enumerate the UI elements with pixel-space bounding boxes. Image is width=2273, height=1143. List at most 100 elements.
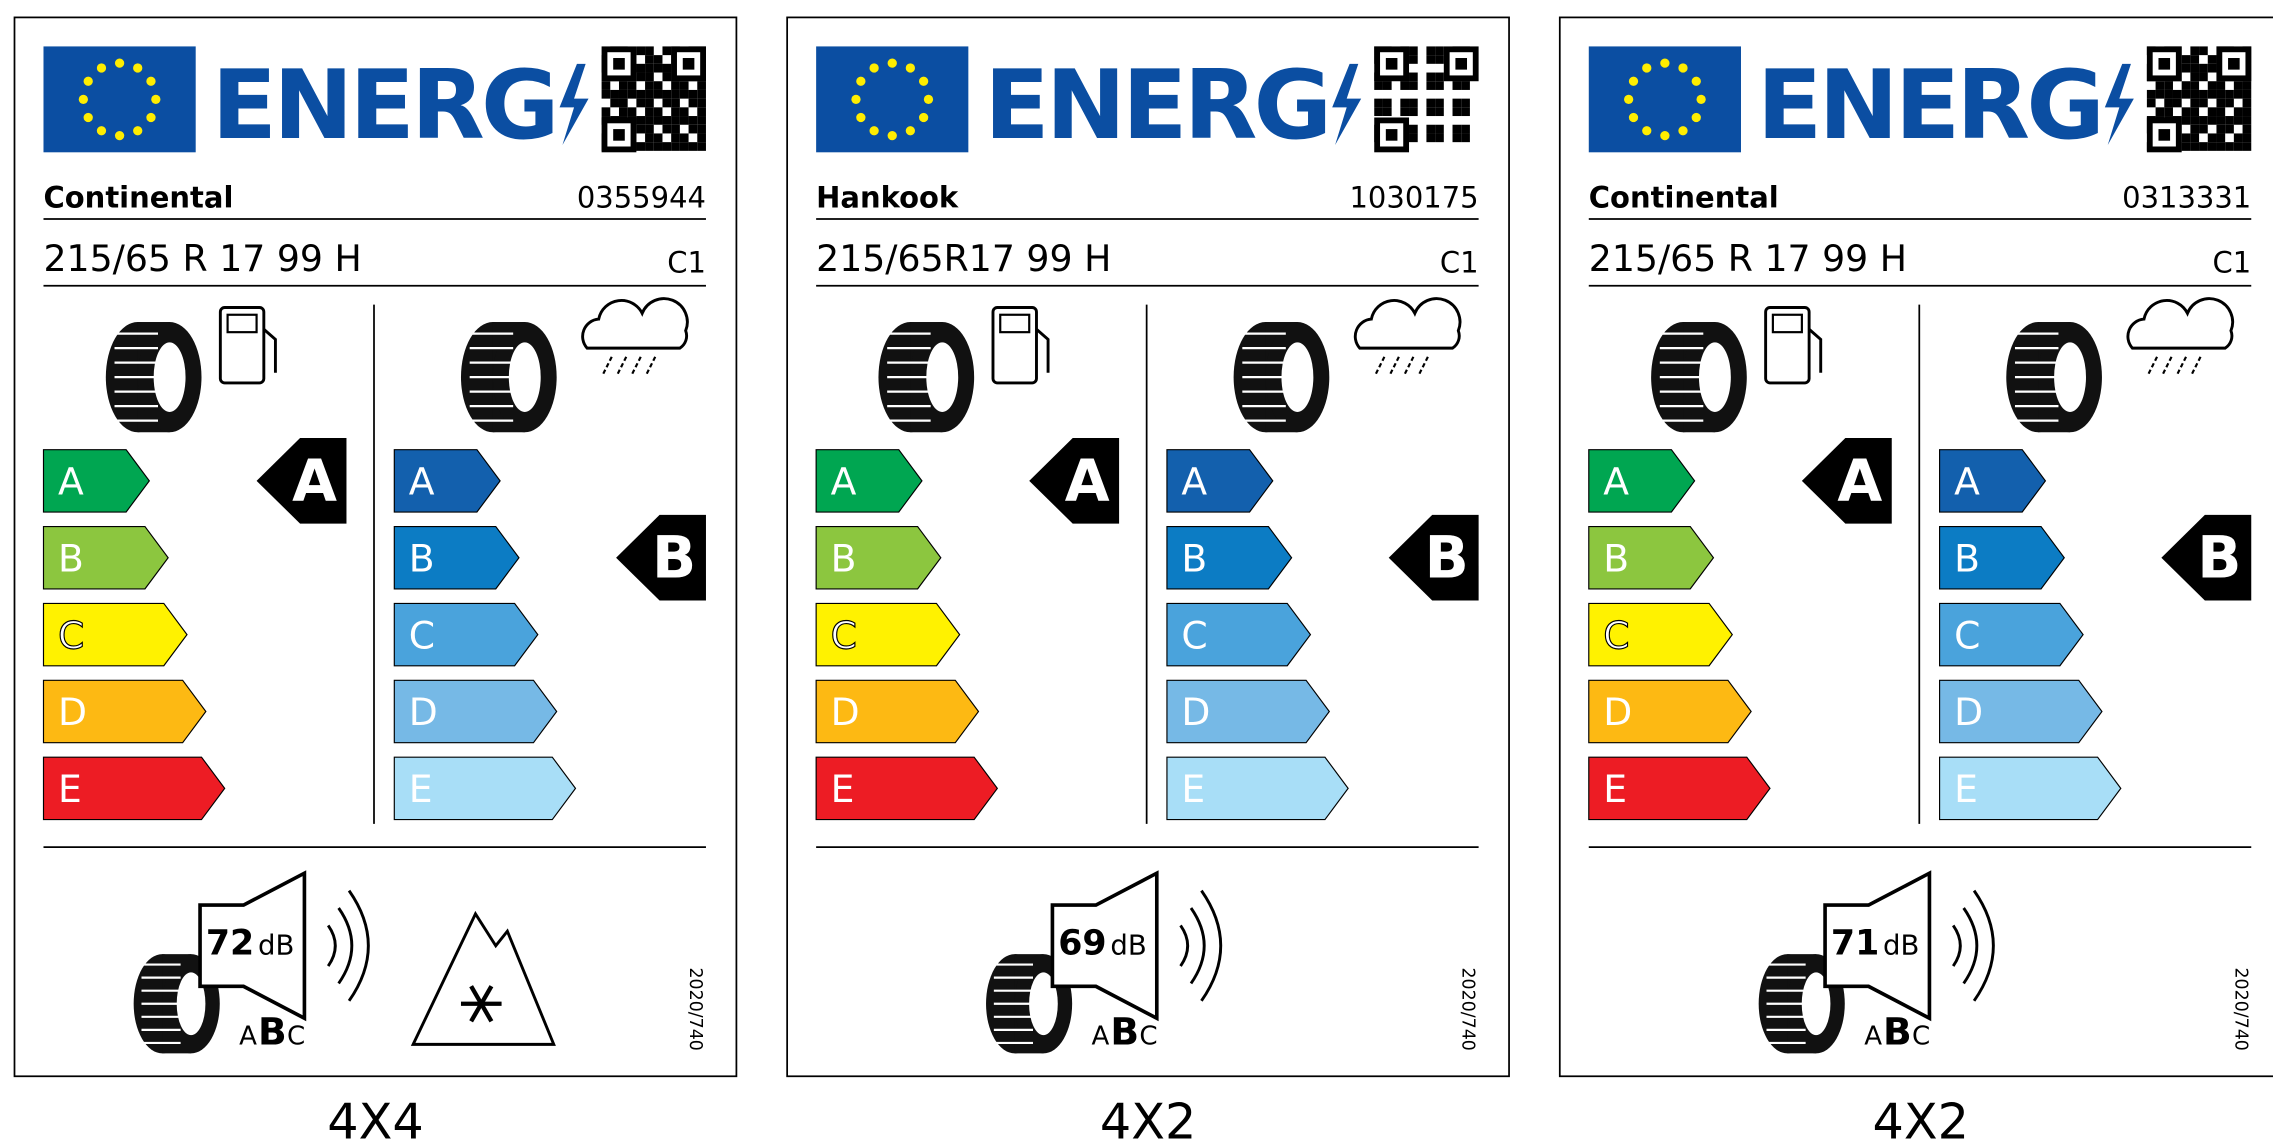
fuel-class-bar [42, 679, 207, 744]
rain-icon [2147, 356, 2159, 375]
fuel-class-letter: B [831, 536, 857, 580]
speaker-icon [1823, 870, 1932, 1022]
qr-code [2199, 89, 2208, 99]
fuel-class-bar [1588, 602, 1734, 667]
qr-code [1435, 107, 1444, 117]
qr-code [618, 98, 628, 108]
wet-class-letter: A [409, 460, 435, 504]
qr-code [645, 72, 654, 82]
qr-code [636, 116, 646, 125]
qr-code [1409, 81, 1418, 90]
qr-code [2181, 89, 2191, 99]
qr-code [679, 81, 689, 90]
bolt [1332, 63, 1362, 146]
qr-code [2158, 58, 2171, 70]
fuel-class-bar [1588, 756, 1771, 821]
fuel-class-letter: E [58, 767, 82, 811]
noise-db: 71 [1831, 923, 1879, 963]
fuel-class-bar [1588, 679, 1752, 744]
qr-code [2190, 142, 2200, 151]
qr-code [2207, 55, 2217, 64]
eu-star [856, 112, 866, 123]
qr-code [645, 98, 654, 108]
fuel-grade-letter: A [1065, 446, 1110, 514]
eu-star [1660, 58, 1670, 68]
tyre-icon [153, 342, 186, 412]
eu-star [1678, 126, 1688, 136]
fuel-class-letter: E [831, 767, 855, 811]
qr-code [2190, 63, 2200, 73]
qr-code [2228, 58, 2240, 70]
qr-code [601, 81, 611, 90]
qr-code [653, 142, 663, 151]
qr-code [688, 116, 698, 125]
qr-code [610, 89, 619, 99]
eu-star [1628, 112, 1639, 123]
wet-class-bar [1166, 679, 1331, 744]
qr-code [636, 98, 646, 108]
eu-star [1696, 94, 1706, 105]
eu-star [96, 126, 107, 136]
tyre-icon [926, 342, 959, 412]
eu-star [887, 130, 897, 141]
snow-icon [469, 985, 494, 1023]
fuel-class-bar [42, 756, 226, 821]
fuel-class-bar [1588, 449, 1696, 513]
sound-wave [1972, 889, 1995, 1002]
qr-code [2233, 142, 2243, 151]
qr-code [1435, 72, 1444, 82]
qr-code [1400, 107, 1410, 117]
eu-star [905, 63, 915, 73]
qr-code [682, 58, 695, 70]
qr-code [2190, 55, 2200, 64]
eu-star [133, 63, 143, 73]
qr-code [2190, 89, 2200, 99]
tyre-icon [1801, 972, 1831, 1036]
qr-code [636, 142, 646, 151]
rain-icon [2126, 297, 2235, 350]
qr-code [1452, 98, 1462, 108]
qr-code [627, 89, 637, 99]
qr-code [1461, 107, 1470, 117]
qr-code [2207, 81, 2217, 90]
caption: 4X4 [327, 1093, 423, 1143]
sound-wave [326, 924, 337, 967]
fuel-icon [226, 313, 258, 334]
qr-code [2199, 142, 2208, 151]
fuel-icon [999, 313, 1031, 334]
eu-star [1678, 63, 1688, 73]
qr-code [1435, 81, 1444, 90]
qr-code [1426, 81, 1436, 90]
sound-wave [337, 907, 354, 985]
qr-code [662, 46, 672, 56]
regulation: 2020/740 [685, 967, 705, 1050]
qr-code [697, 116, 706, 125]
qr-code [2216, 116, 2226, 125]
wet-grade-letter: B [652, 523, 696, 591]
qr-code [1426, 72, 1436, 82]
qr-code [697, 142, 706, 151]
qr-code [2216, 107, 2226, 117]
noise-group: 71 dB A B C [1758, 870, 1995, 1053]
qr-code [1426, 55, 1436, 64]
qr-code [1382, 81, 1392, 90]
qr-code [2233, 89, 2243, 99]
qr-code [2190, 133, 2200, 143]
fuel-icon [1771, 313, 1803, 334]
fuel-class-letter: D [831, 690, 860, 734]
qr-code [1455, 58, 1468, 70]
wet-class-letter: C [409, 613, 435, 657]
qr-code [653, 63, 663, 73]
qr-code [2207, 107, 2217, 117]
rain-icon [2190, 356, 2202, 375]
qr-code [2207, 116, 2217, 125]
fuel-icon [262, 328, 277, 373]
energy-label: ENERG Continental 0313331 215/65 R 17 99 H C… [1558, 16, 2273, 1143]
bolt [2104, 63, 2134, 146]
fuel-icon [1035, 328, 1050, 373]
wet-class-bar [1166, 756, 1349, 821]
tyre-size: 215/65 R 17 99 H [1589, 237, 1907, 280]
wet-class-letter: D [409, 690, 438, 734]
fuel-class-letter: C [831, 613, 857, 657]
wet-class-bar [1166, 602, 1312, 667]
